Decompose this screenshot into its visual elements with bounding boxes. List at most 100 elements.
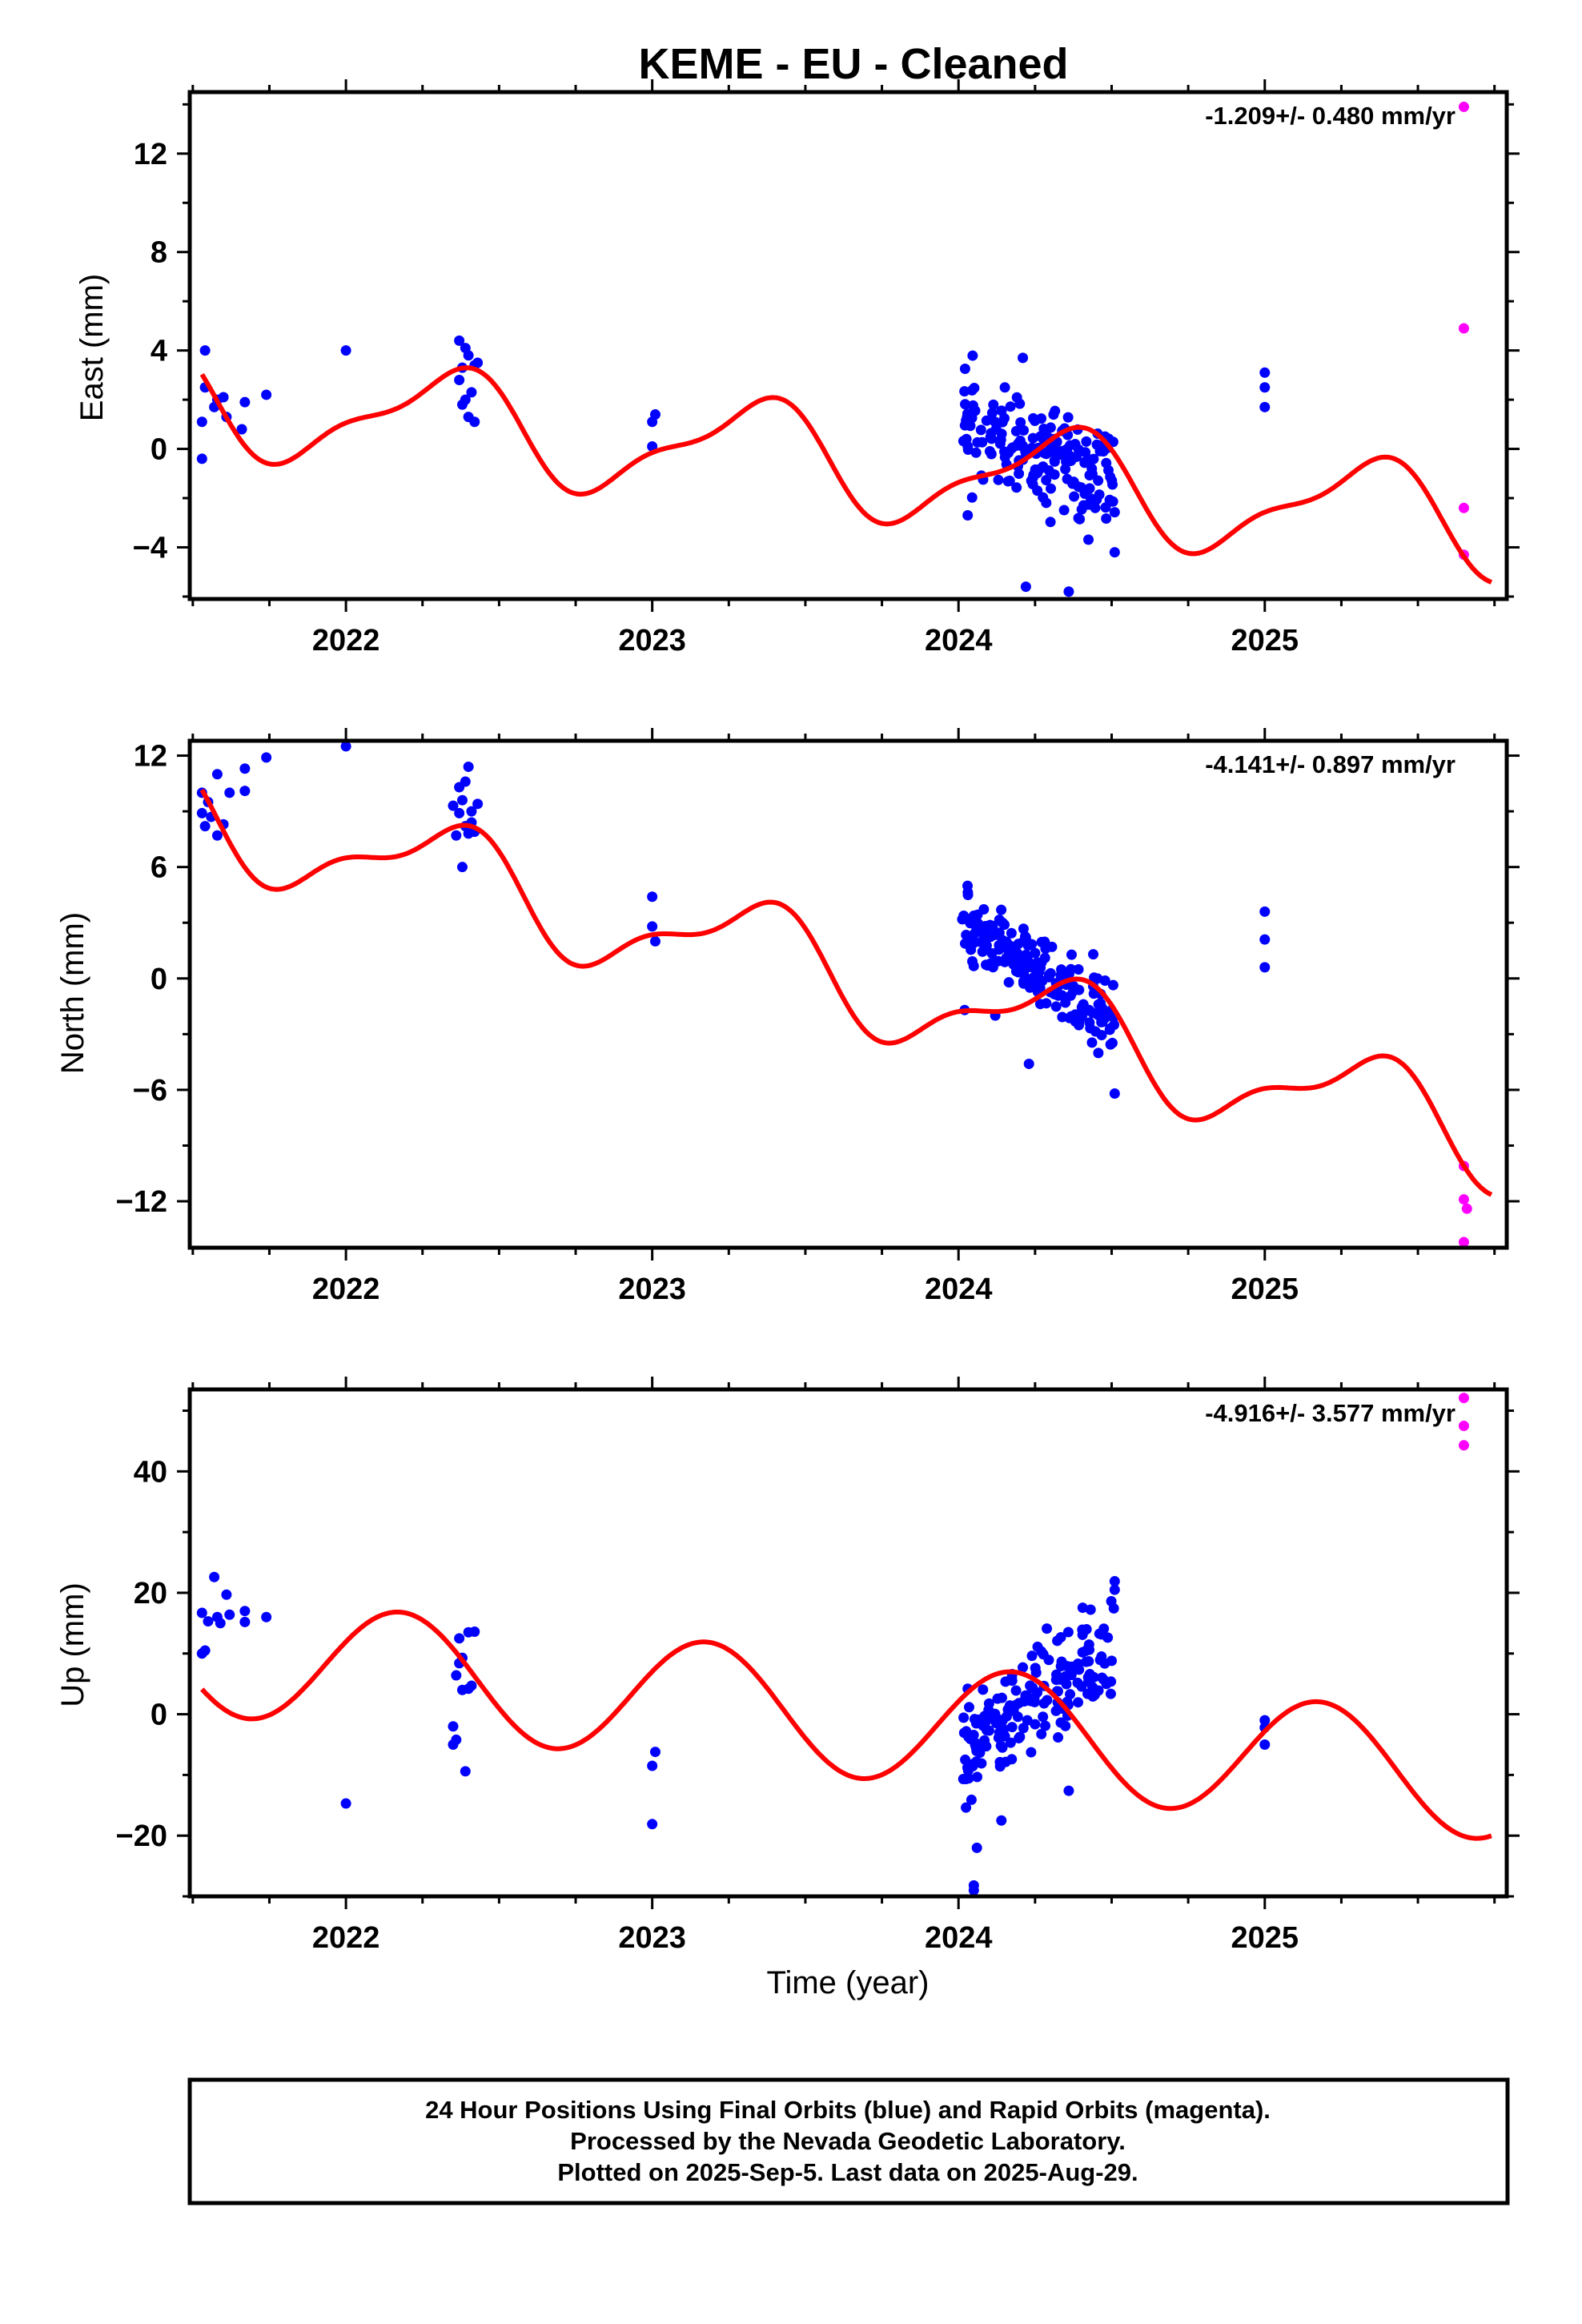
up-final-point (1094, 1628, 1105, 1639)
east-ylabel: East (mm) (74, 274, 110, 421)
east-final-point (218, 392, 229, 403)
north-final-point (991, 927, 1002, 939)
north-final-point (1066, 949, 1077, 960)
up-final-point (340, 1798, 351, 1809)
north-x-tick-label: 2024 (925, 1273, 993, 1306)
east-panel: -1.209+/- 0.480 mm/yr East (mm) 2022 2023… (74, 79, 1520, 657)
up-final-point (1038, 1711, 1049, 1723)
east-final-point (990, 416, 1001, 428)
north-final-point (1054, 989, 1066, 1000)
up-final-point (1082, 1672, 1094, 1683)
up-final-point (958, 1712, 970, 1723)
east-final-point (988, 399, 999, 410)
up-final-point (1042, 1623, 1053, 1634)
east-final-point (1081, 436, 1092, 447)
up-final-point (649, 1747, 661, 1758)
north-final-point (463, 761, 474, 772)
up-final-point (469, 1626, 480, 1637)
up-final-point (1051, 1669, 1062, 1680)
east-final-point (1069, 491, 1080, 502)
up-frame (187, 1387, 1509, 1899)
north-final-point (1045, 967, 1056, 979)
east-y-tick-label: 12 (134, 138, 167, 171)
up-final-point (1038, 1698, 1050, 1709)
north-final-point (967, 935, 978, 947)
up-final-point (978, 1684, 989, 1695)
up-final-point (1000, 1756, 1011, 1767)
up-final-point (224, 1609, 235, 1620)
east-final-point (975, 424, 986, 436)
north-final-point (1259, 962, 1271, 973)
up-y-tick-label: 0 (151, 1699, 167, 1732)
north-final-point (1088, 949, 1099, 960)
up-final-point (1259, 1715, 1271, 1726)
east-final-point (469, 416, 480, 428)
north-final-point (1008, 959, 1019, 970)
up-final-point (1063, 1785, 1074, 1796)
north-final-point (460, 776, 471, 787)
footer-line-1: 24 Hour Positions Using Final Orbits (bl… (425, 2096, 1271, 2124)
east-final-point (1049, 440, 1060, 451)
north-final-point (1092, 973, 1103, 984)
east-final-point (999, 382, 1010, 393)
north-final-point (1050, 1001, 1062, 1012)
east-final-point (1010, 425, 1022, 436)
east-final-point (647, 440, 658, 452)
up-final-point (466, 1680, 477, 1691)
north-final-point (456, 862, 468, 873)
east-final-point (966, 492, 978, 503)
north-final-point (1030, 947, 1041, 959)
east-final-point (463, 350, 474, 361)
up-final-point (1036, 1728, 1047, 1739)
up-final-point (1010, 1685, 1022, 1696)
east-x-tick-label: 2024 (925, 624, 993, 657)
north-final-point (472, 798, 484, 810)
east-final-point (977, 436, 988, 448)
east-final-point (1048, 409, 1059, 420)
east-final-point (1259, 382, 1271, 393)
up-final-point (1035, 1646, 1046, 1657)
north-final-point (224, 787, 235, 798)
north-final-point (211, 769, 223, 780)
up-final-point (1040, 1720, 1051, 1731)
north-ylabel: North (mm) (55, 912, 90, 1074)
east-final-point (959, 386, 970, 397)
east-final-point (1105, 496, 1116, 507)
up-final-point (1087, 1691, 1098, 1702)
up-final-point (1105, 1688, 1116, 1699)
east-final-point (1038, 448, 1050, 459)
east-final-point (970, 447, 982, 458)
up-final-point (1014, 1733, 1025, 1744)
north-x-tick-label: 2023 (618, 1273, 686, 1306)
up-final-point (1259, 1739, 1271, 1750)
east-final-point (1259, 401, 1271, 412)
east-final-point (1045, 422, 1056, 433)
up-final-point (209, 1571, 220, 1582)
north-final-point (1104, 1024, 1115, 1035)
up-rate-label: -4.916+/- 3.577 mm/yr (1205, 1399, 1456, 1427)
east-final-point (967, 350, 978, 361)
north-final-point (968, 960, 979, 971)
east-final-point (1058, 505, 1070, 516)
east-final-point (460, 394, 471, 405)
north-final-point (1032, 957, 1043, 968)
north-rapid-point (1461, 1203, 1472, 1214)
up-final-point (1025, 1680, 1036, 1691)
up-final-point (971, 1842, 982, 1853)
east-final-point (1028, 412, 1039, 424)
north-y-tick-label: 6 (151, 851, 167, 885)
east-frame (187, 90, 1509, 601)
up-final-point (1096, 1651, 1107, 1663)
north-final-point (1057, 1011, 1068, 1023)
north-final-point (1086, 1037, 1098, 1048)
east-x-tick-label: 2022 (312, 624, 380, 657)
north-final-point (340, 741, 351, 752)
east-final-point (1057, 448, 1068, 460)
north-final-point (456, 794, 468, 806)
north-final-point (1026, 939, 1038, 950)
east-final-point (999, 452, 1010, 463)
up-final-point (960, 1754, 971, 1765)
up-final-point (1085, 1604, 1096, 1615)
north-final-point (1034, 999, 1046, 1010)
